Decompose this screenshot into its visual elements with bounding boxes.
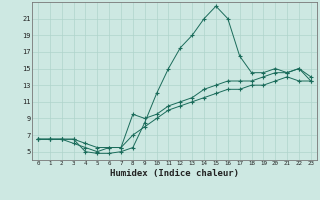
X-axis label: Humidex (Indice chaleur): Humidex (Indice chaleur) xyxy=(110,169,239,178)
